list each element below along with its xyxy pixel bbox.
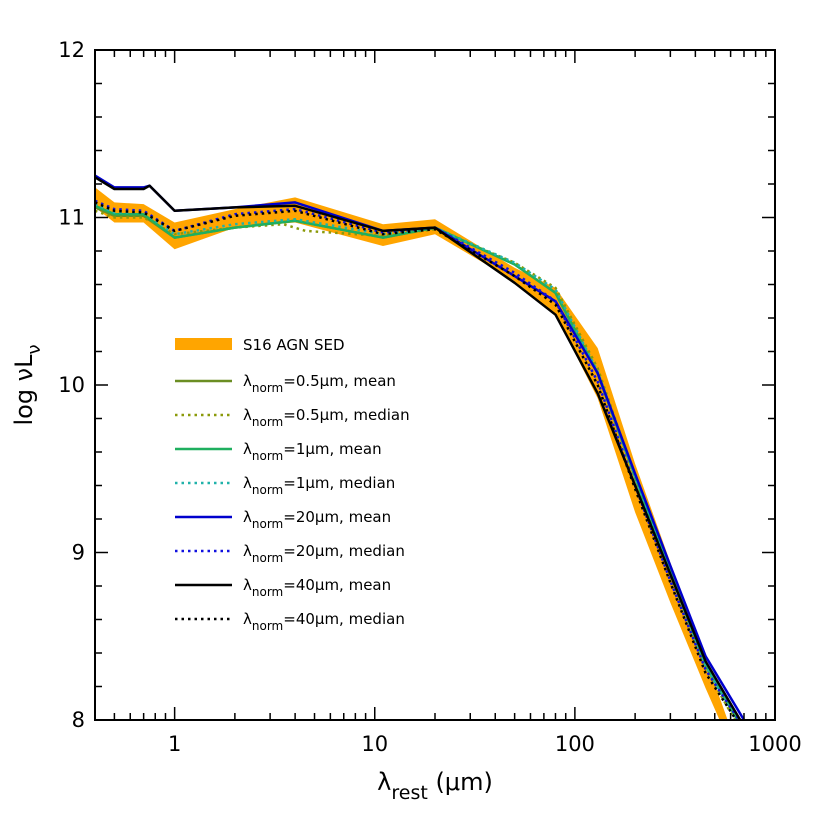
y-axis-title-sub: ν	[24, 344, 45, 354]
series-line-5	[95, 199, 740, 720]
series-line-2	[95, 204, 739, 720]
legend-label-lambda: λ	[243, 576, 252, 594]
agn-sed-band-layer	[95, 187, 728, 720]
legend-label-sub: norm	[252, 619, 283, 633]
legend-label-sub: norm	[252, 551, 283, 565]
series-line-3	[95, 202, 738, 720]
tick-layer	[94, 49, 776, 721]
legend-label-5: λnorm=20μm, median	[243, 542, 405, 565]
y-tick-label: 12	[58, 38, 85, 62]
y-axis-title: log νLν	[10, 344, 45, 425]
series-line-1	[95, 209, 736, 720]
legend-label-3: λnorm=1μm, median	[243, 474, 395, 497]
legend-label-sub: norm	[252, 449, 283, 463]
agn-sed-band	[95, 187, 728, 720]
legend-label-lambda: λ	[243, 610, 252, 628]
y-tick-label: 10	[58, 373, 85, 397]
legend-label-lambda: λ	[243, 440, 252, 458]
tick-label-layer: 1 10 100 1000 8 9 10 11 12	[58, 38, 801, 756]
legend-label-text: =1μm, mean	[283, 440, 381, 458]
y-axis-title-main: log νL	[10, 354, 38, 426]
legend-label-0: λnorm=0.5μm, mean	[243, 372, 396, 395]
legend-label-lambda: λ	[243, 372, 252, 390]
legend-label-text: =0.5μm, median	[283, 406, 409, 424]
x-tick-label: 1000	[748, 732, 801, 756]
legend-label-7: λnorm=40μm, median	[243, 610, 405, 633]
series-line-6	[95, 176, 742, 720]
x-tick-label: 10	[361, 732, 388, 756]
legend-label-sub: norm	[252, 381, 283, 395]
x-tick-label: 100	[555, 732, 595, 756]
legend-label-text: =20μm, median	[283, 542, 405, 560]
legend-label-lambda: λ	[243, 406, 252, 424]
legend-label-2: λnorm=1μm, mean	[243, 440, 382, 463]
series-line-7	[95, 201, 738, 720]
legend-label-sub: norm	[252, 585, 283, 599]
legend-label-text: =1μm, median	[283, 474, 395, 492]
legend-label-sub: norm	[252, 517, 283, 531]
legend-label-band: S16 AGN SED	[243, 336, 345, 354]
legend-label-text: =40μm, mean	[283, 576, 391, 594]
x-axis-title: λrest (μm)	[377, 768, 493, 804]
x-tick-label: 1	[168, 732, 181, 756]
legend-label-1: λnorm=0.5μm, median	[243, 406, 410, 429]
y-tick-label: 9	[72, 541, 85, 565]
legend-label-4: λnorm=20μm, mean	[243, 508, 391, 531]
series-layer	[95, 174, 746, 720]
x-axis-title-main: λ	[377, 768, 391, 796]
legend-label-lambda: λ	[243, 542, 252, 560]
legend-label-lambda: λ	[243, 508, 252, 526]
legend-label-text: =20μm, mean	[283, 508, 391, 526]
legend-label-sub: norm	[252, 415, 283, 429]
y-tick-label: 8	[72, 708, 85, 732]
x-axis-title-unit: (μm)	[428, 768, 493, 796]
y-tick-label: 11	[58, 206, 85, 230]
series-line-0	[95, 206, 739, 720]
legend-label-text: =0.5μm, mean	[283, 372, 396, 390]
legend-label-6: λnorm=40μm, mean	[243, 576, 391, 599]
x-axis-title-sub: rest	[391, 782, 427, 804]
legend-label-sub: norm	[252, 483, 283, 497]
legend-label-lambda: λ	[243, 474, 252, 492]
legend-label-text: =40μm, median	[283, 610, 405, 628]
